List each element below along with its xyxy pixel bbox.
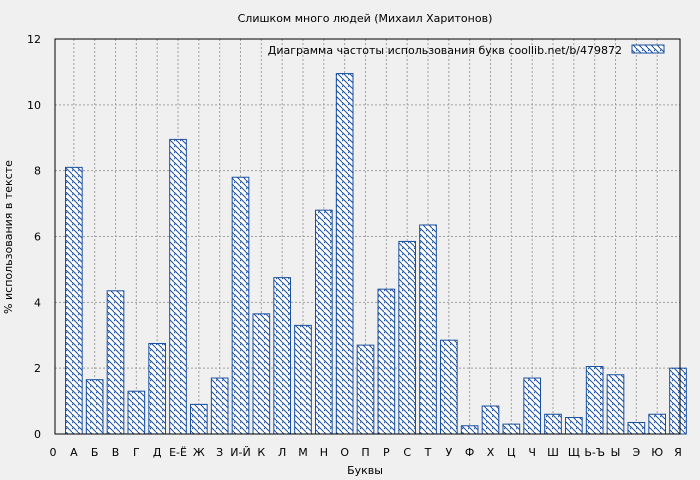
bar xyxy=(606,374,625,435)
bar xyxy=(169,138,187,435)
legend: Диаграмма частоты использования букв coo… xyxy=(268,44,665,57)
bar xyxy=(481,405,500,435)
y-tick-label: 8 xyxy=(34,165,41,178)
bar xyxy=(440,339,458,435)
x-tick-label: М xyxy=(298,446,308,459)
x-tick-label: Ч xyxy=(528,446,536,459)
y-tick-label: 10 xyxy=(27,99,41,112)
bar xyxy=(231,176,250,435)
y-tick-label: 12 xyxy=(27,33,41,46)
bar xyxy=(356,344,375,435)
x-tick-label: Я xyxy=(674,446,682,459)
bar xyxy=(148,342,166,435)
bar xyxy=(377,288,396,435)
x-tick-label: В xyxy=(112,446,120,459)
bar xyxy=(460,425,479,435)
x-axis-label: Буквы xyxy=(347,464,383,477)
x-tick-label: Х xyxy=(487,446,495,459)
x-tick-label: А xyxy=(70,446,78,459)
x-tick-label: Э xyxy=(632,446,640,459)
bar xyxy=(398,240,417,435)
bar xyxy=(648,413,666,435)
y-tick-label: 6 xyxy=(34,231,41,244)
x-tick-label: Ы xyxy=(611,446,621,459)
plot-frame xyxy=(54,38,681,435)
x-axis-ticks: 0 А Б В Г Д Е-Ё Ж З И-Й К Л М Н О П Р С Т У Ф Х Ц Ч Ш Щ Ь-Ъ Ы Э Ю Я xyxy=(50,446,682,459)
x-tick-label: Ь-Ъ xyxy=(584,446,605,459)
bar xyxy=(106,290,125,435)
bar xyxy=(669,367,687,435)
bar xyxy=(190,403,208,435)
bar xyxy=(585,366,604,435)
x-tick-label: Ф xyxy=(465,446,474,459)
x-tick-label: Б xyxy=(91,446,99,459)
x-tick-label: С xyxy=(403,446,411,459)
bar xyxy=(252,313,271,435)
y-axis-label: % использования в тексте xyxy=(2,160,15,314)
x-tick-label: Н xyxy=(320,446,328,459)
x-tick-label: Д xyxy=(153,446,162,459)
chart-title: Слишком много людей (Михаил Харитонов) xyxy=(238,12,493,25)
bar xyxy=(65,166,83,435)
legend-label: Диаграмма частоты использования букв coo… xyxy=(268,44,622,57)
y-tick-label: 4 xyxy=(34,296,41,309)
bar xyxy=(315,209,333,435)
x-tick-label: Г xyxy=(133,446,140,459)
x-tick-label: Ц xyxy=(507,446,516,459)
bars xyxy=(65,73,687,435)
bar xyxy=(294,324,312,435)
y-tick-label: 2 xyxy=(34,362,41,375)
x-tick-label: 0 xyxy=(50,446,57,459)
x-tick-label: К xyxy=(257,446,265,459)
x-tick-label: У xyxy=(445,446,452,459)
x-tick-label: Ю xyxy=(651,446,663,459)
y-axis-ticks: 0 2 4 6 8 10 12 xyxy=(27,33,41,441)
legend-swatch xyxy=(631,44,665,54)
x-tick-label: Щ xyxy=(568,446,580,459)
bar xyxy=(85,379,104,435)
bar xyxy=(502,423,521,435)
bar xyxy=(627,421,646,435)
bar xyxy=(419,224,437,435)
bar xyxy=(127,390,146,435)
x-tick-label: Р xyxy=(383,446,390,459)
x-tick-label: З xyxy=(216,446,223,459)
x-tick-label: Ж xyxy=(193,446,205,459)
x-tick-label: Ш xyxy=(547,446,559,459)
bar xyxy=(523,377,541,435)
bar xyxy=(210,377,229,435)
bar xyxy=(335,73,354,435)
x-tick-label: О xyxy=(340,446,349,459)
bar xyxy=(565,417,583,435)
bar xyxy=(544,413,562,435)
x-tick-label: Л xyxy=(278,446,286,459)
x-tick-label: И-Й xyxy=(230,446,250,459)
bar xyxy=(273,277,292,435)
x-tick-label: Е-Ё xyxy=(169,446,187,459)
x-tick-label: П xyxy=(361,446,369,459)
x-tick-label: Т xyxy=(424,446,432,459)
y-tick-label: 0 xyxy=(34,428,41,441)
